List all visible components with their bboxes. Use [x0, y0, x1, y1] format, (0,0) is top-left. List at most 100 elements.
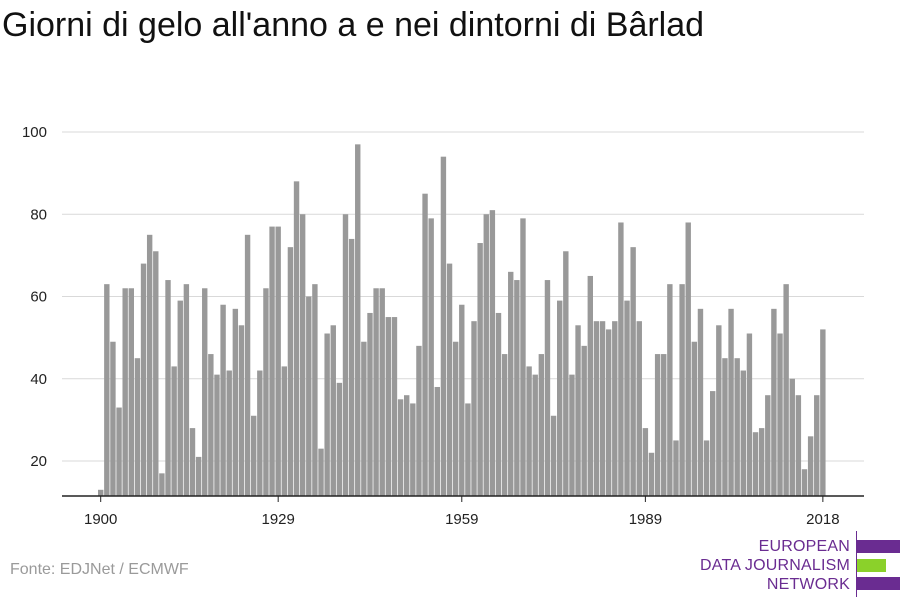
bar-2006	[746, 333, 753, 496]
bar-1951	[410, 403, 416, 496]
x-tick-label: 1959	[445, 511, 478, 528]
bar-1912	[171, 366, 177, 496]
bar-1983	[605, 329, 612, 496]
bar-1981	[593, 321, 600, 496]
logo-line-2: DATA JOURNALISM	[700, 557, 850, 574]
bar-1948	[391, 317, 398, 496]
bar-1963	[483, 214, 489, 496]
bar-1944	[367, 312, 373, 496]
bar-1903	[116, 407, 122, 496]
y-tick-label: 80	[30, 206, 47, 223]
bar-1992	[661, 354, 667, 496]
bar-1904	[122, 288, 128, 496]
bar-1902	[110, 341, 116, 496]
bar-1939	[336, 382, 343, 496]
bar-1949	[397, 399, 404, 496]
bar-1935	[312, 284, 318, 496]
bar-2008	[758, 428, 765, 496]
bar-2013	[789, 378, 795, 496]
bar-1971	[532, 374, 538, 496]
logo-text: EUROPEAN DATA JOURNALISM NETWORK	[700, 537, 850, 594]
bar-1978	[575, 325, 581, 496]
bar-1908	[146, 234, 153, 496]
logo-bar-purple-bottom	[857, 577, 900, 590]
bar-1961	[471, 321, 477, 496]
bar-1947	[385, 317, 392, 496]
bar-1925	[251, 415, 257, 496]
bar-1932	[293, 181, 300, 496]
logo-bar-purple-top	[857, 540, 900, 553]
bar-1934	[306, 296, 312, 496]
bar-2009	[765, 395, 771, 496]
bar-1985	[618, 222, 624, 497]
bar-1918	[208, 354, 214, 496]
bar-1900	[98, 489, 104, 496]
bar-1967	[508, 271, 514, 496]
bar-1980	[587, 275, 593, 496]
bar-1952	[416, 345, 422, 496]
x-tick-label: 1900	[84, 511, 117, 528]
bar-1921	[226, 370, 232, 496]
bar-2001	[716, 325, 722, 496]
bar-2000	[710, 391, 716, 496]
bar-1956	[440, 156, 447, 496]
bar-1975	[557, 300, 563, 496]
bar-1997	[691, 341, 698, 496]
axes: 20 40 60 80 100 1900 1929 1959 1989 2018	[22, 124, 864, 528]
bar-1929	[275, 226, 281, 496]
bar-1933	[299, 214, 306, 496]
bar-1938	[330, 325, 336, 496]
bar-1962	[477, 243, 483, 496]
y-tick-label: 20	[30, 453, 47, 470]
bar-1960	[465, 403, 471, 496]
bar-1972	[538, 354, 545, 496]
bar-1920	[220, 304, 226, 496]
bar-1965	[495, 312, 502, 496]
bar-1922	[232, 308, 239, 496]
bar-1982	[599, 321, 606, 496]
bar-1969	[520, 218, 526, 497]
bar-1973	[544, 280, 551, 496]
bar-1988	[636, 321, 642, 496]
bar-2007	[752, 432, 759, 496]
bar-1996	[685, 222, 691, 497]
chart-title: Giorni di gelo all'anno a e nei dintorni…	[2, 6, 705, 44]
bar-1916	[195, 456, 202, 496]
bar-1959	[459, 304, 465, 496]
logo-divider	[856, 531, 857, 597]
bar-1987	[630, 247, 636, 496]
bar-1926	[257, 370, 263, 496]
bar-1905	[128, 288, 134, 496]
bar-2005	[740, 370, 746, 496]
x-tick-label: 2018	[806, 511, 839, 528]
bar-1954	[428, 218, 434, 497]
source-note: Fonte: EDJNet / ECMWF	[10, 561, 189, 578]
bar-1986	[624, 300, 630, 496]
x-tick-label: 1929	[261, 511, 294, 528]
bar-1917	[202, 288, 208, 496]
bar-1901	[104, 284, 110, 496]
bar-1968	[514, 280, 520, 496]
bar-2003	[728, 308, 734, 496]
bar-1941	[348, 238, 355, 496]
bar-2012	[783, 284, 789, 496]
logo-bar-green	[857, 559, 886, 572]
bar-1919	[214, 374, 220, 496]
bar-1937	[324, 333, 330, 496]
x-tick-label: 1989	[629, 511, 662, 528]
bar-1998	[697, 308, 704, 496]
bar-1957	[446, 263, 453, 496]
bar-1906	[134, 358, 141, 496]
bar-1966	[501, 354, 508, 496]
bar-1924	[244, 234, 251, 496]
bar-2017	[814, 395, 820, 496]
bar-1990	[648, 452, 655, 496]
bar-1970	[526, 366, 532, 496]
bar-1999	[703, 440, 710, 496]
bar-1942	[355, 144, 361, 496]
bar-1927	[263, 288, 269, 496]
bar-1984	[612, 321, 618, 496]
bar-1945	[373, 288, 379, 496]
